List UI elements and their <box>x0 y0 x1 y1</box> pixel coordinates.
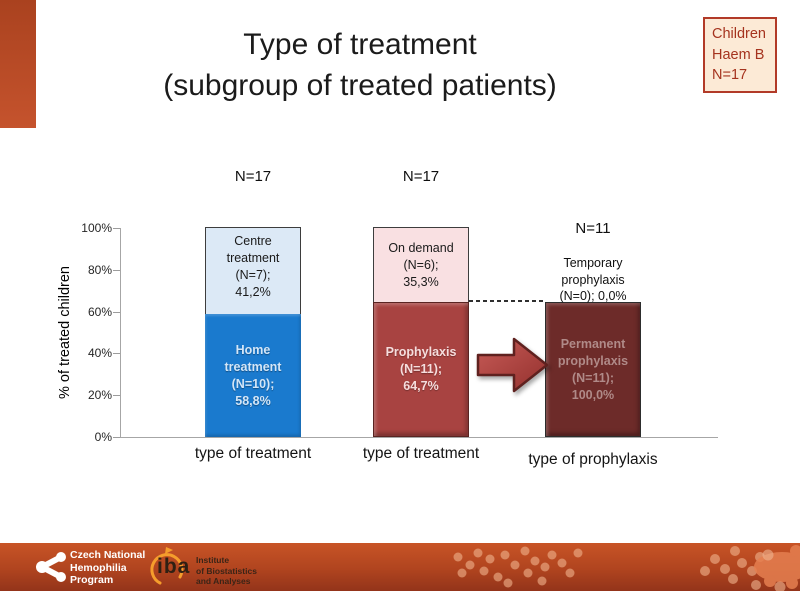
y-tick-mark <box>113 228 120 229</box>
y-tick-label-60: 60% <box>87 305 112 319</box>
population-badge: Children Haem B N=17 <box>703 17 777 93</box>
x-category-label-1: type of treatment <box>194 445 312 462</box>
y-axis-line <box>120 228 121 437</box>
x-category-label-3: type of prophylaxis <box>528 451 658 468</box>
cnhp-logo-icon <box>36 552 66 582</box>
transition-arrow-icon <box>475 330 551 400</box>
dashed-connector-line <box>469 300 545 302</box>
iba-logo-icon <box>150 547 184 585</box>
segment-prophylaxis: Prophylaxis (N=11); 64,7% <box>373 302 469 437</box>
y-tick-label-100: 100% <box>81 221 112 235</box>
x-category-label-2: type of treatment <box>362 445 480 462</box>
corner-accent-bar <box>0 0 36 128</box>
y-tick-mark <box>113 437 120 438</box>
annotation-temporary-prophylaxis: Temporary prophylaxis (N=0); 0,0% <box>559 256 627 303</box>
x-axis-line <box>120 437 718 438</box>
y-tick-label-40: 40% <box>87 346 112 360</box>
segment-home-treatment: Home treatment (N=10); 58,8% <box>205 314 301 437</box>
iba-logo-text: iba <box>157 555 191 578</box>
iba-logo-description: Institute of Biostatistics and Analyses <box>196 555 257 586</box>
y-tick-mark <box>113 270 120 271</box>
cnhp-logo-text: Czech National Hemophilia Program <box>70 549 146 586</box>
group3-n-label: N=11 <box>575 220 611 237</box>
y-tick-label-0: 0% <box>94 430 112 444</box>
y-tick-mark <box>113 353 120 354</box>
y-tick-label-80: 80% <box>87 263 112 277</box>
y-tick-mark <box>113 395 120 396</box>
group1-n-label: N=17 <box>234 168 272 185</box>
segment-on-demand: On demand (N=6); 35,3% <box>373 227 469 303</box>
y-axis-title: % of treated children <box>57 266 73 399</box>
segment-permanent-prophylaxis: Permanent prophylaxis (N=11); 100,0% <box>545 302 641 437</box>
footer-bar: Czech National Hemophilia Program iba In… <box>0 543 800 591</box>
y-tick-label-20: 20% <box>87 388 112 402</box>
y-tick-mark <box>113 312 120 313</box>
group2-n-label: N=17 <box>402 168 440 185</box>
segment-centre-treatment: Centre treatment (N=7); 41,2% <box>205 227 301 315</box>
page-title: Type of treatment (subgroup of treated p… <box>163 28 557 102</box>
molecule-dots-decoration <box>453 545 800 591</box>
